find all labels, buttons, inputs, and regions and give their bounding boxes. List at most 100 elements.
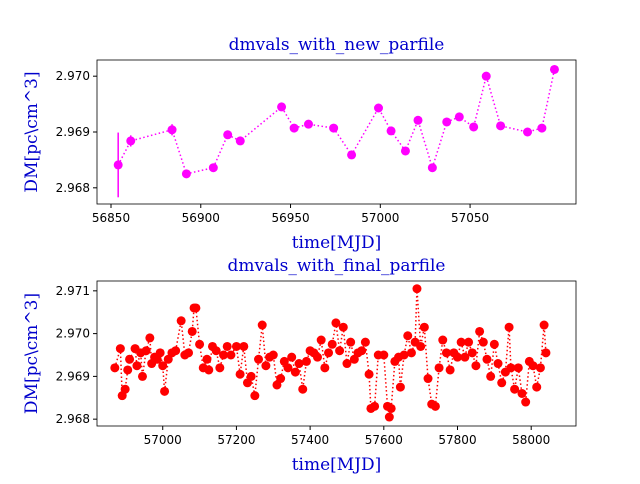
data-point [167,125,177,135]
data-point [384,412,394,422]
data-point [464,337,474,347]
data-point [399,350,409,360]
data-point [261,361,271,371]
x-axis-label: time[MJD] [292,455,382,475]
data-point [126,136,136,146]
data-point [521,397,531,407]
chart-title: dmvals_with_new_parfile [229,35,445,55]
data-point [460,352,470,362]
y-tick-label: 2.968 [56,181,90,195]
data-point [493,359,503,369]
data-point [481,71,491,81]
data-point [155,348,165,358]
data-point [413,115,423,125]
data-point [208,163,218,173]
data-point [141,346,151,356]
data-point [454,112,464,122]
x-tick-label: 57200 [217,433,255,447]
data-point [298,384,308,394]
data-point [191,303,201,313]
x-tick-label: 57000 [144,433,182,447]
data-point [482,354,492,364]
axes-frame [96,59,577,205]
data-point [283,363,293,373]
data-point [539,320,549,330]
data-point [184,348,194,358]
data-point [222,341,232,351]
x-tick-label: 57800 [438,433,476,447]
data-point [400,146,410,156]
data-point [412,284,422,294]
data-point [268,350,278,360]
data-point [442,117,452,127]
x-tick-label: 57600 [365,433,403,447]
data-point [453,352,463,362]
y-tick-label: 2.969 [56,369,90,383]
data-point [469,122,479,132]
data-point [329,123,339,133]
data-point [471,361,481,371]
data-point [419,322,429,332]
data-point [231,341,241,351]
data-point [335,346,345,356]
data-point [386,126,396,136]
data-point [438,335,448,345]
data-point [528,361,538,371]
data-point [327,339,337,349]
data-point [235,369,245,379]
data-point [342,359,352,369]
chart-title: dmvals_with_final_parfile [227,256,445,276]
data-point [294,359,304,369]
data-point [510,384,520,394]
data-point [120,384,130,394]
data-point [235,136,245,146]
data-point [290,367,300,377]
data-point [181,169,191,179]
data-point [395,382,405,392]
data-point [257,320,267,330]
data-point [517,388,527,398]
data-point [427,163,437,173]
x-tick-label: 56850 [92,211,130,225]
data-point [160,386,170,396]
data-point [357,346,367,356]
y-tick-label: 2.969 [56,125,90,139]
data-point [541,348,551,358]
data-point [430,401,440,411]
subplot: dmvals_with_final_parfile time[MJD] DM[pc\… [22,256,577,475]
data-point [386,403,396,413]
data-point [364,369,374,379]
data-point [226,350,236,360]
data-point [434,363,444,373]
data-point [374,103,384,113]
data-point [132,361,142,371]
x-tick-label: 58000 [512,433,550,447]
data-point [250,391,260,401]
data-point [110,363,120,373]
data-point [223,130,233,140]
data-point [219,350,229,360]
data-point [125,354,135,364]
data-point [137,371,147,381]
subplot: dmvals_with_new_parfile time[MJD] DM[pc\cm… [22,35,577,253]
data-point [246,371,256,381]
y-tick-label: 2.970 [56,69,90,83]
data-point [506,363,516,373]
data-point [195,339,205,349]
data-point [423,374,433,384]
x-tick-label: 57400 [291,433,329,447]
data-point [123,365,133,375]
data-point [445,365,455,375]
data-point [360,337,370,347]
y-axis-label: DM[pc\cm^3] [22,71,42,192]
data-point [277,102,287,112]
data-point [287,352,297,362]
y-tick-label: 2.971 [56,284,90,298]
y-tick-label: 2.970 [56,327,90,341]
data-point [289,123,299,133]
data-point [441,348,451,358]
data-point [145,333,155,343]
data-point [301,356,311,366]
data-point [489,339,499,349]
data-point [113,160,123,170]
